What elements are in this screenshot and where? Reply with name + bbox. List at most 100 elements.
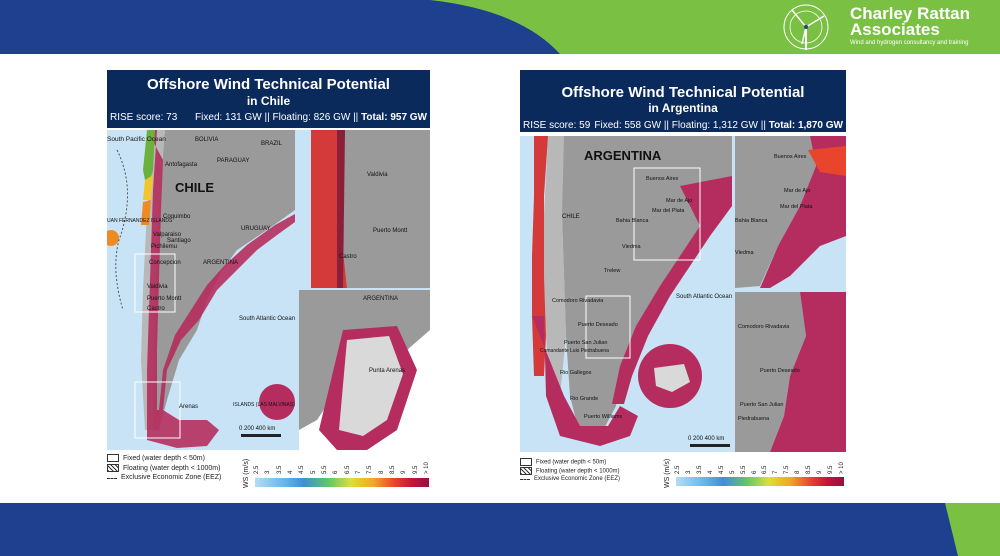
chile-map-panel: Offshore Wind Technical Potential in Chi… <box>107 70 430 488</box>
wind-speed-colorbar <box>676 477 844 486</box>
city-label: Puerto Deseado <box>578 322 618 328</box>
ws-tick-label: 3 <box>265 470 272 474</box>
legend-fixed-text: Fixed (water depth < 50m) <box>536 459 607 466</box>
scale-bar: 0 200 400 km <box>688 436 730 447</box>
city-label: Coquimbo <box>163 214 191 220</box>
inset-city-label: Puerto San Julian <box>740 402 783 408</box>
ws-axis-label: WS (m/s) <box>243 458 250 488</box>
city-label: Buenos Aires <box>646 176 679 182</box>
ws-tick-label: 6.5 <box>762 465 769 474</box>
chile-title: Offshore Wind Technical Potential <box>147 76 390 93</box>
brand-logo: Charley Rattan Associates Wind and hydro… <box>772 2 1000 52</box>
ws-tick-label: 2.5 <box>254 465 260 474</box>
ws-tick-label: 8.5 <box>390 465 396 474</box>
ws-tick-label: 5.5 <box>740 465 747 474</box>
argentina-map-panel: Offshore Wind Technical Potential in Arg… <box>520 70 846 488</box>
brand-name-line2: Associates <box>850 20 940 39</box>
legend-eez-swatch <box>520 479 530 481</box>
ws-tick-label: > 10 <box>839 462 845 474</box>
chile-inset-north: Valdivia Puerto Montt Castro <box>299 130 430 288</box>
chile-subtitle: in Chile <box>246 94 291 108</box>
city-label: Puerto San Julian <box>564 340 607 346</box>
ws-tick-label: 4.5 <box>718 465 725 474</box>
chile-capacity-breakdown: Fixed: 131 GW || Floating: 826 GW || <box>195 112 362 123</box>
ws-axis-label: WS (m/s) <box>664 458 671 488</box>
inset-city-label: Bahia Blanca <box>735 218 768 224</box>
inset-city-label: Puerto Montt <box>373 228 408 234</box>
city-label: Mar del Plata <box>652 208 685 214</box>
city-label: Antofagasta <box>165 162 198 168</box>
legend-eez: Exclusive Economic Zone (EEZ) <box>107 474 221 481</box>
inset-city-label: Puerto Deseado <box>760 368 800 374</box>
ws-tick-label: 7.5 <box>784 465 791 474</box>
ws-tick-label: 4 <box>707 470 714 474</box>
argentina-inset-north: Buenos Aires Mar de Ajo Mar del Plata Ba… <box>735 136 846 288</box>
inset-city-label: Viedma <box>735 250 754 256</box>
brand-tagline: Wind and hydrogen consultancy and traini… <box>850 40 969 46</box>
city-label: Mar de Ajo <box>666 198 692 204</box>
ws-tick-label: 9.5 <box>412 465 419 474</box>
ws-tick-label: 7 <box>773 470 780 474</box>
ws-tick-label: 3.5 <box>276 465 283 474</box>
legend-eez-text: Exclusive Economic Zone (EEZ) <box>121 474 222 481</box>
chile-rise-score: RISE score: 73 <box>110 112 178 123</box>
argentina-rise-score: RISE score: 59 <box>523 120 591 131</box>
inset-city-label: Mar de Ajo <box>784 188 810 194</box>
chile-legend: Fixed (water depth < 50m) Floating (wate… <box>107 454 430 488</box>
label-argentina-inset: ARGENTINA <box>363 296 398 302</box>
legend-floating-text: Floating (water depth < 1000m) <box>123 464 221 472</box>
city-label: Pichilemu <box>151 244 177 250</box>
ws-tick-label: 8 <box>378 470 385 474</box>
city-label: Viedma <box>622 244 641 250</box>
argentina-title: Offshore Wind Technical Potential <box>561 84 805 101</box>
city-label: Castro <box>147 306 165 312</box>
ws-tick-label: 3 <box>685 470 692 474</box>
legend-fixed: Fixed (water depth < 50m) <box>520 458 606 466</box>
city-label: Bahia Blanca <box>616 218 649 224</box>
legend-fixed-swatch <box>107 454 119 462</box>
inset-city-label: Valdivia <box>367 172 388 178</box>
argentina-subtitle: in Argentina <box>648 101 718 115</box>
chile-panel-header: Offshore Wind Technical Potential in Chi… <box>107 70 430 128</box>
scale-bar-label: 0 200 400 km <box>239 426 275 432</box>
city-label: Arenas <box>179 404 198 410</box>
ws-tick-label: 6 <box>751 470 758 474</box>
label-islands-right: ISLANDS (LAS MALVINAS) <box>233 402 295 408</box>
ws-tick-label: 6 <box>333 470 340 474</box>
label-south-pacific: South Pacific Ocean <box>107 136 166 143</box>
label-islands-left: UAN FERNANDEZ ISLANDS <box>107 218 173 224</box>
legend-floating: Floating (water depth < 1000m) <box>107 464 220 472</box>
ws-tick-label: 8 <box>795 470 802 474</box>
inset-city-label: Piedrabuena <box>738 416 770 422</box>
city-label: Comodoro Rivadavia <box>552 298 604 304</box>
brand-name-line1: Charley Rattan <box>850 4 970 23</box>
inset-city-label: Castro <box>339 254 357 260</box>
scale-bar: 0 200 400 km <box>239 426 281 437</box>
inset-city-label: Punta Arenas <box>369 368 405 374</box>
legend-eez-text: Exclusive Economic Zone (EEZ) <box>534 476 621 482</box>
ws-tick-label: 9 <box>817 470 824 474</box>
ws-tick-label: > 10 <box>424 462 430 474</box>
legend-fixed: Fixed (water depth < 50m) <box>107 454 205 462</box>
city-label: Valparaiso <box>153 232 182 238</box>
ws-tick-label: 7.5 <box>367 465 374 474</box>
argentina-inset-south: Comodoro Rivadavia Puerto Deseado Puerto… <box>735 292 846 452</box>
argentina-legend: Fixed (water depth < 50m) Floating (wate… <box>520 458 846 488</box>
legend-floating: Floating (water depth < 1000m) <box>520 467 620 475</box>
legend-floating-swatch <box>520 467 532 475</box>
label-chile: CHILE <box>562 214 580 220</box>
legend-floating-text: Floating (water depth < 1000m) <box>536 468 620 475</box>
ws-tick-label: 3.5 <box>696 465 703 474</box>
chile-map: South Pacific Ocean BOLIVIA BRAZIL PARAG… <box>107 130 430 450</box>
city-label: Rio Gallegos <box>560 370 592 376</box>
ws-tick-label: 5 <box>310 470 317 474</box>
city-label: Puerto Williams <box>584 414 622 420</box>
label-chile: CHILE <box>175 180 214 195</box>
argentina-panel-header: Offshore Wind Technical Potential in Arg… <box>520 70 846 132</box>
legend-floating-swatch <box>107 464 119 472</box>
legend-eez-swatch <box>107 478 117 480</box>
argentina-capacity: Fixed: 558 GW || Floating: 1,312 GW || T… <box>594 120 843 131</box>
chile-overview-map: South Pacific Ocean BOLIVIA BRAZIL PARAG… <box>107 130 295 448</box>
label-south-atlantic: South Atlantic Ocean <box>239 316 295 322</box>
inset-city-label: Mar del Plata <box>780 204 813 210</box>
